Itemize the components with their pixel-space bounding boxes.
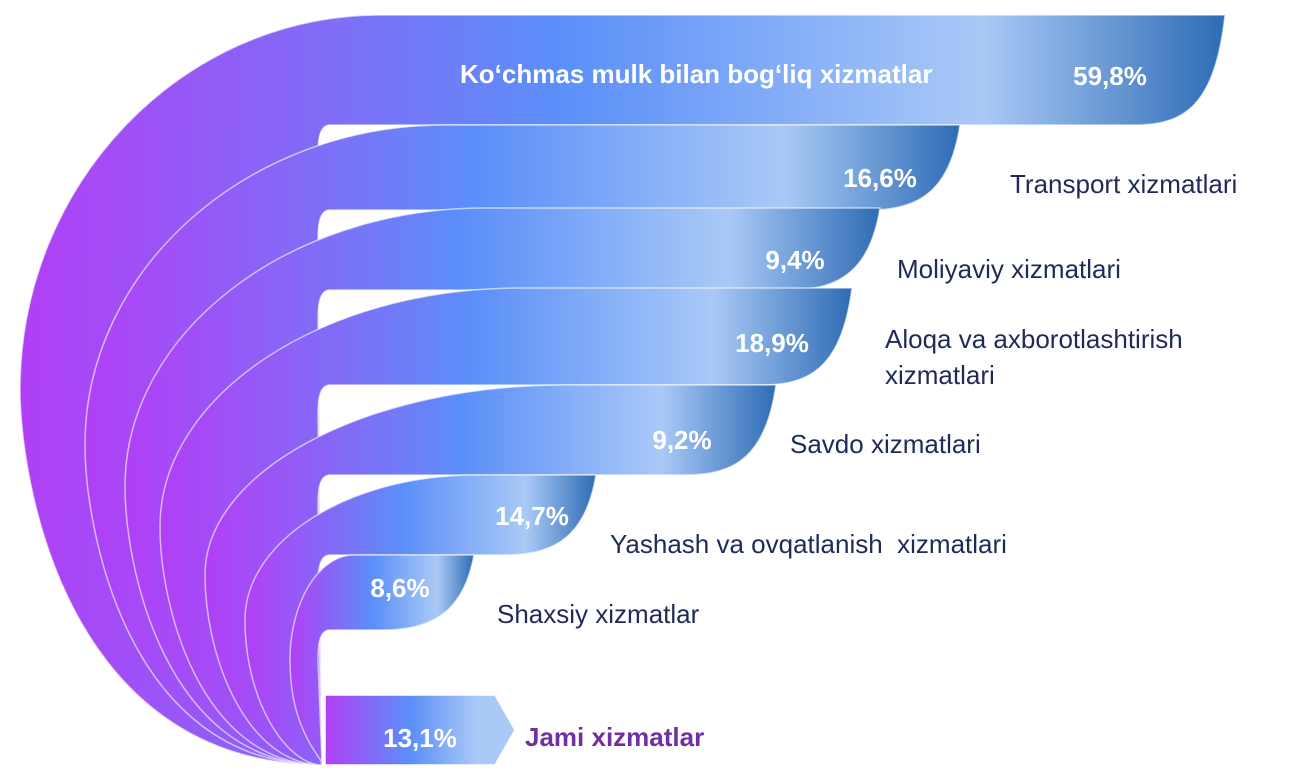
value-label: 9,4% <box>765 245 824 275</box>
category-label: Savdo xizmatlari <box>790 429 981 459</box>
category-label: Transport xizmatlari <box>1010 169 1238 199</box>
total-box <box>324 694 516 766</box>
category-label: Shaxsiy xizmatlar <box>497 599 700 629</box>
value-label: 8,6% <box>370 573 429 603</box>
band <box>289 554 475 766</box>
band <box>204 384 777 766</box>
value-label: 9,2% <box>652 425 711 455</box>
category-label: Moliyaviy xizmatlari <box>897 254 1121 284</box>
category-label: Yashash va ovqatlanish xizmatlari <box>610 529 1007 559</box>
value-label: 59,8% <box>1073 61 1147 91</box>
value-label: 14,7% <box>495 501 569 531</box>
value-label: 13,1% <box>383 723 457 753</box>
band <box>244 474 597 766</box>
value-label: 16,6% <box>843 163 917 193</box>
category-label: Ko‘chmas mulk bilan bog‘liq xizmatlar <box>460 59 933 89</box>
value-label: 18,9% <box>735 328 809 358</box>
category-label: Jami xizmatlar <box>525 722 705 752</box>
category-label: Aloqa va axborotlashtirish xizmatlari <box>885 324 1190 390</box>
